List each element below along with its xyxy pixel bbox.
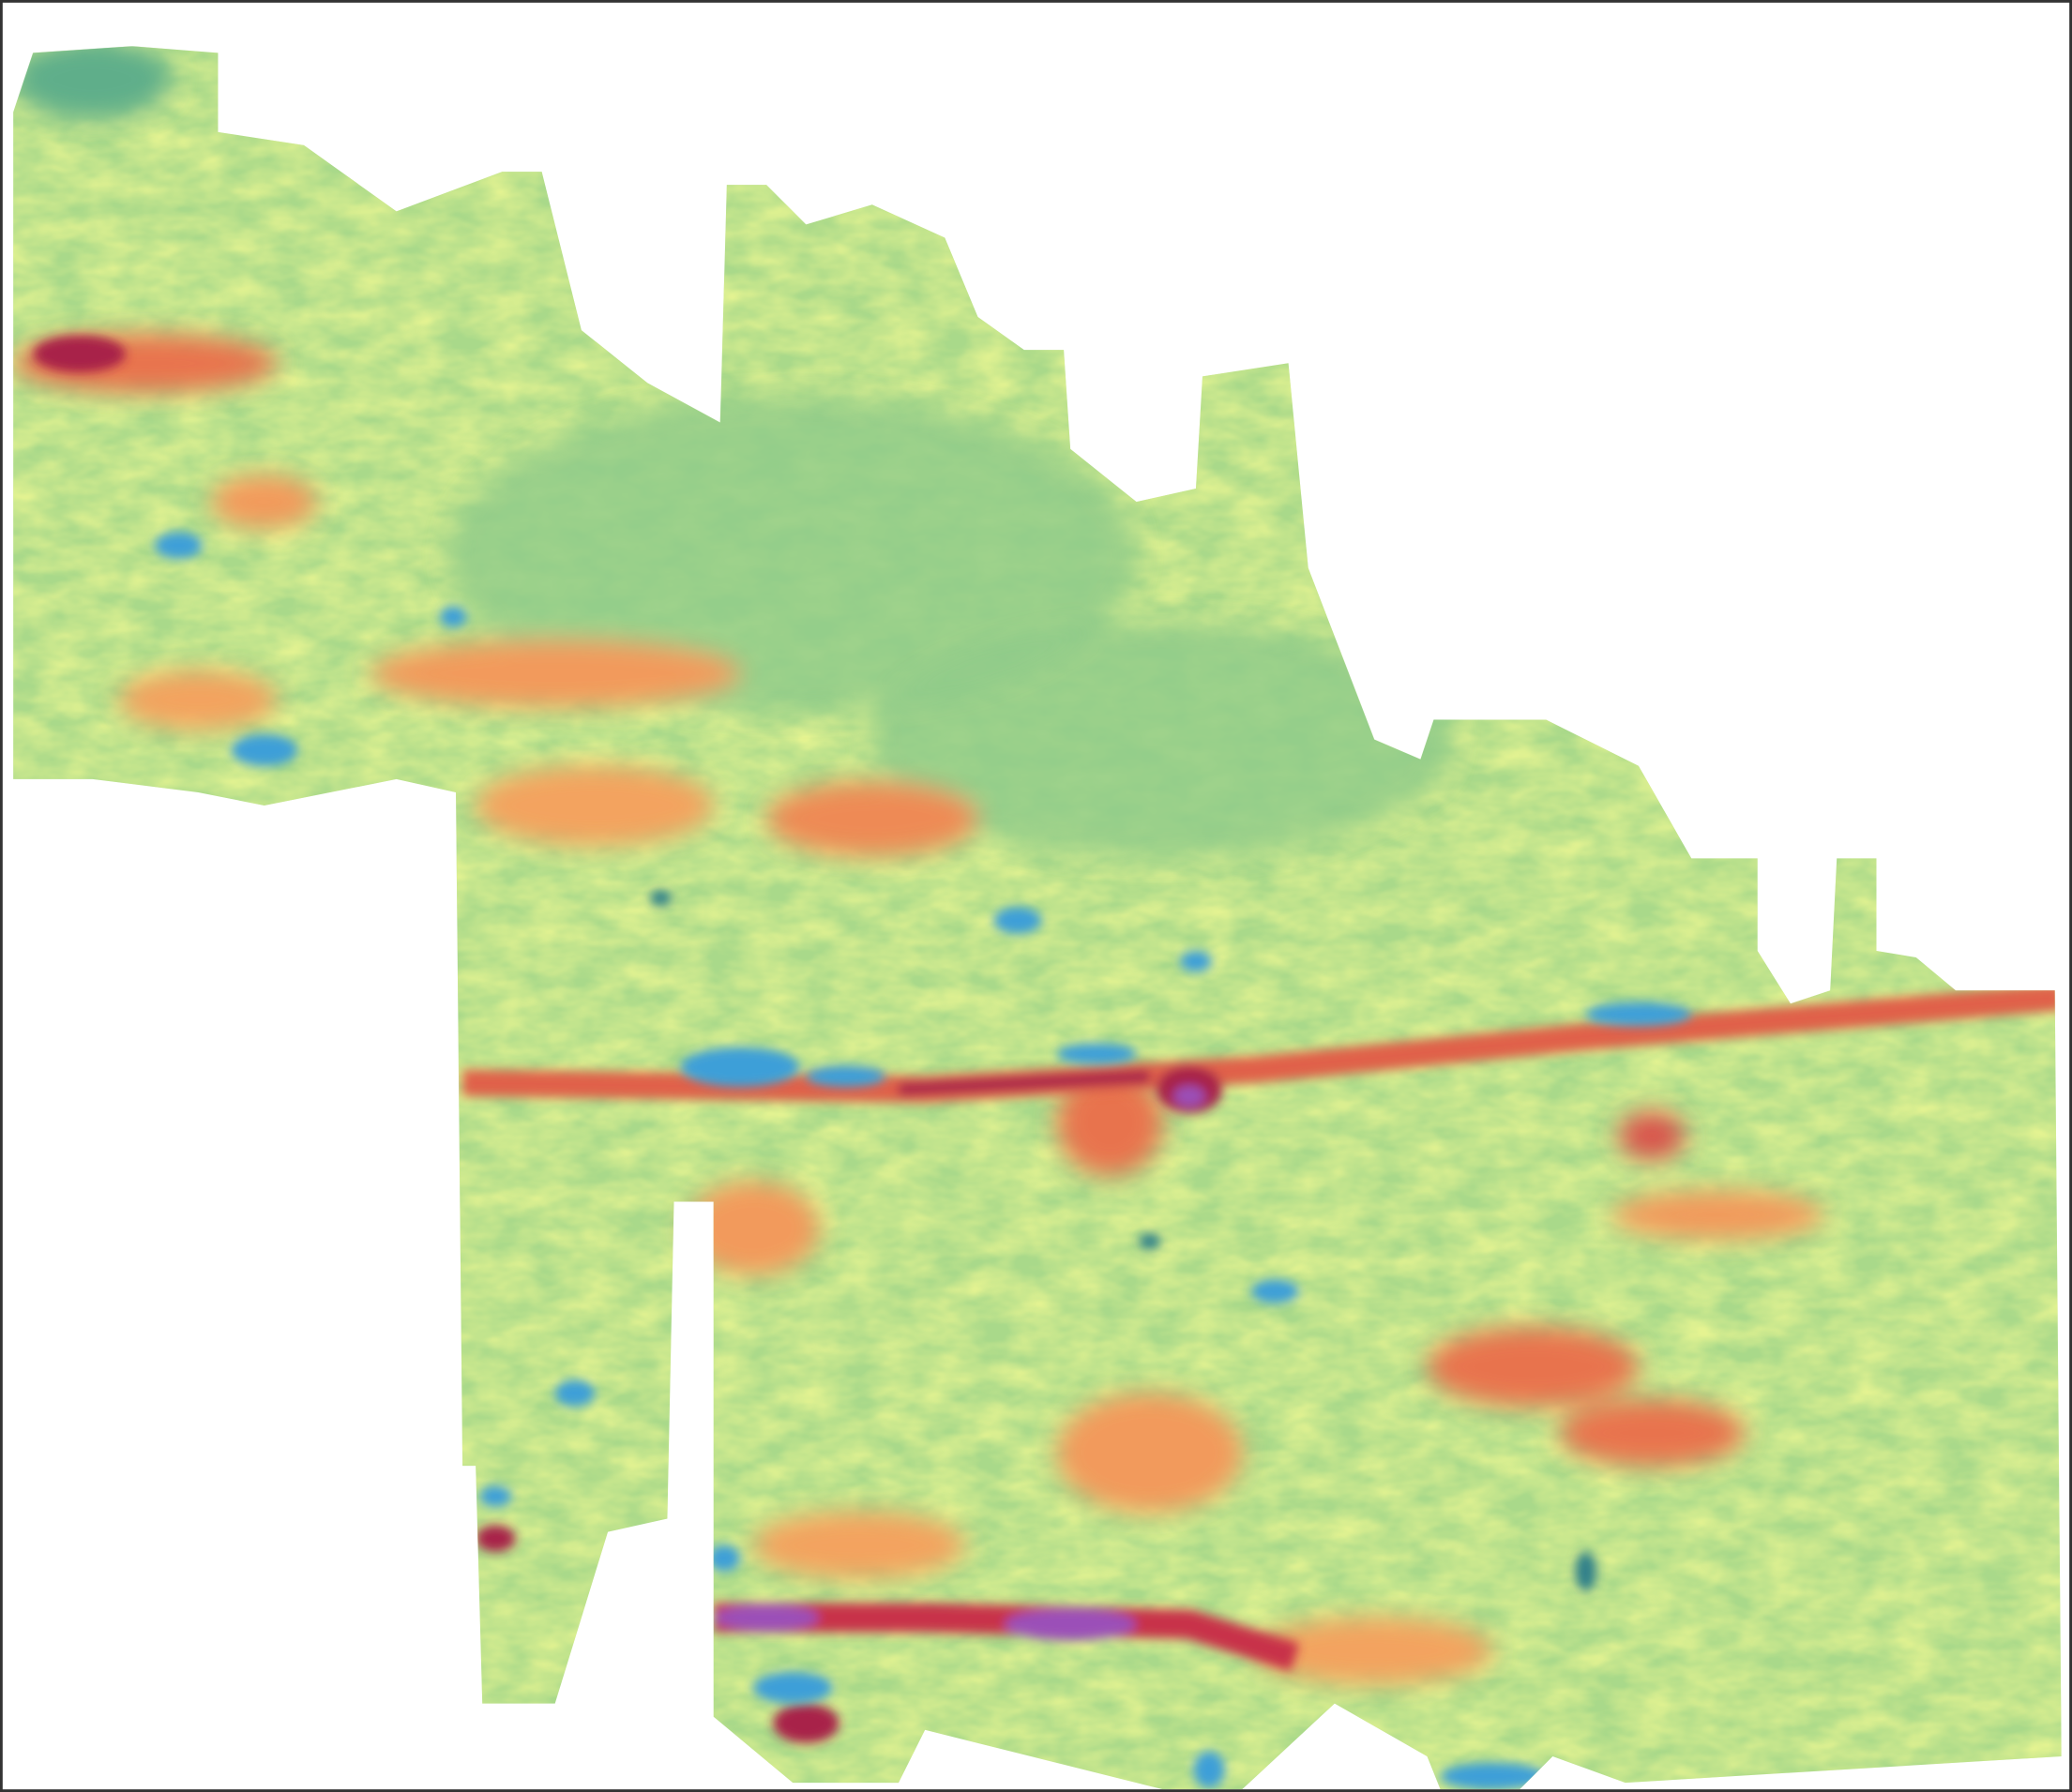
high-zone (1612, 1191, 1823, 1239)
high-zone (766, 782, 977, 856)
low (1251, 1280, 1299, 1303)
low (232, 734, 297, 766)
high-zone (753, 1512, 964, 1577)
peak (714, 1604, 820, 1631)
high-zone (119, 670, 278, 729)
low (753, 1672, 833, 1704)
low (479, 1485, 511, 1507)
high-zone (1057, 1393, 1242, 1513)
low (440, 606, 466, 627)
low (681, 1047, 800, 1087)
low (993, 907, 1041, 933)
peak (33, 336, 126, 372)
high-zone (1619, 1112, 1685, 1160)
peak (1005, 1608, 1137, 1640)
low (555, 1380, 595, 1407)
low (806, 1065, 885, 1087)
low (1586, 1002, 1692, 1026)
high-zone (211, 475, 317, 528)
survey-map (0, 0, 2072, 1792)
low (155, 533, 203, 559)
low (1193, 1751, 1225, 1787)
peak (1173, 1086, 1205, 1107)
low (1139, 1233, 1160, 1249)
low (1180, 951, 1212, 972)
high-zone (1428, 1327, 1639, 1406)
page (0, 0, 2072, 1792)
peak (476, 1526, 515, 1552)
high-zone (370, 640, 739, 706)
high-zone (1559, 1400, 1744, 1466)
peak (773, 1704, 839, 1743)
high-zone (476, 766, 714, 845)
low (1057, 1044, 1137, 1065)
low (650, 890, 672, 906)
low (1575, 1552, 1596, 1591)
